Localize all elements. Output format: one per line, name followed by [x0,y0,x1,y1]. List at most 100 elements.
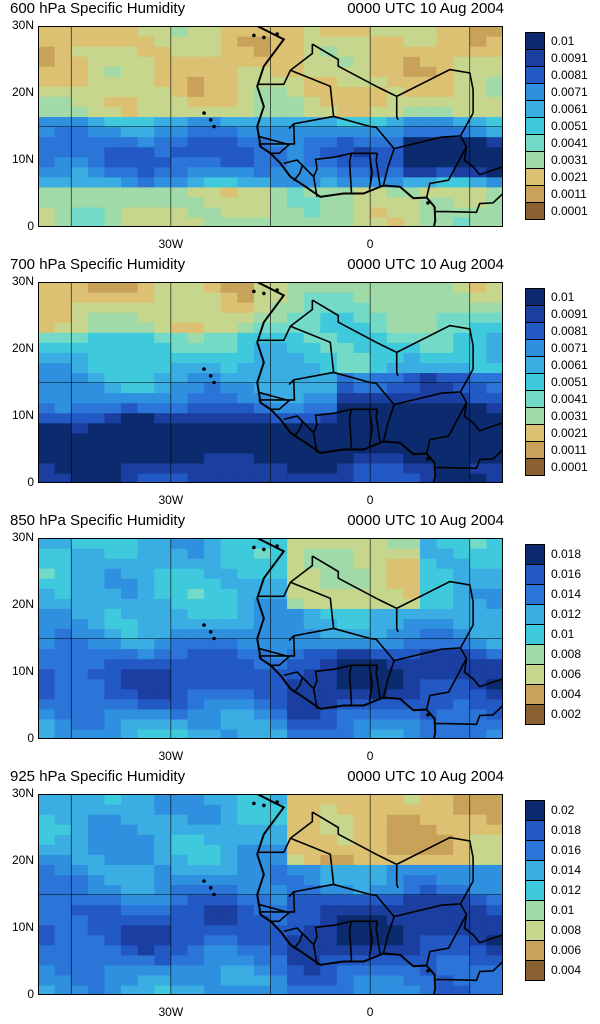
map-panel: 700 hPa Specific Humidity 0000 UTC 10 Aug… [0,256,600,512]
country-border [396,580,474,626]
colorbar-swatch [525,117,545,135]
colorbar-swatch [525,305,545,323]
lon-label: 0 [366,749,374,763]
colorbar-label: 0.01 [551,627,575,641]
island [262,547,266,552]
panel-title: 600 hPa Specific Humidity [10,0,186,17]
colorbar-swatch [525,49,545,67]
island [426,713,430,717]
colorbar-label: 0.004 [551,963,582,977]
humidity-map [38,538,503,739]
colorbar-swatch [525,407,545,425]
country-border [312,408,352,453]
humidity-map [38,794,503,995]
lat-label: 0 [27,731,34,745]
colorbar-label: 0.0061 [551,101,588,116]
colorbar-swatch [525,920,545,941]
lon-label: 30W [158,749,184,763]
country-border [348,920,378,962]
country-border [433,960,503,982]
country-border [433,704,503,726]
island [275,288,279,292]
country-border [459,903,503,944]
country-border [396,68,474,114]
colorbar-swatch [525,83,545,101]
country-border [333,115,395,150]
country-border [311,299,399,377]
colorbar-label: 0.0051 [551,374,588,389]
colorbar-swatch [525,840,545,861]
colorbar-label: 0.0071 [551,340,588,355]
country-border [368,409,373,446]
colorbar-label: 0.0061 [551,357,588,372]
country-border [425,402,468,454]
country-border [459,135,503,176]
country-border [312,664,352,709]
country-border [258,647,291,667]
country-border [348,408,378,450]
country-border [293,931,315,950]
colorbar-label: 0.0021 [551,425,588,440]
island [212,124,216,129]
lat-label: 30N [11,18,34,32]
island [426,457,430,461]
country-border [382,148,395,186]
country-border [348,152,378,194]
lat-label: 10N [11,152,34,166]
humidity-map [38,26,503,227]
island [212,380,216,385]
country-border [283,671,303,678]
lat-label: 20N [11,853,34,867]
colorbar-label: 0.006 [551,943,582,957]
country-border [258,891,296,913]
colorbar-swatch [525,900,545,921]
country-border [258,635,296,657]
country-border [433,192,503,214]
country-border [258,903,291,923]
map-frame [38,282,503,483]
map-svg [38,794,503,995]
island [252,801,256,806]
colorbar-label: 0.004 [551,687,582,701]
colorbar-swatch [525,584,545,605]
island [252,289,256,294]
lat-label: 20N [11,597,34,611]
colorbar-swatch [525,604,545,625]
country-border [396,324,474,370]
map-svg [38,538,503,739]
colorbar-label: 0.02 [551,803,575,817]
humidity-field [38,26,503,227]
colorbar-label: 0.016 [551,567,582,581]
colorbar-swatch [525,32,545,50]
colorbar-swatch [525,940,545,961]
lat-label: 20N [11,341,34,355]
lon-label: 0 [366,493,374,507]
colorbar-swatch [525,458,545,476]
country-border [459,391,503,432]
colorbar-swatch [525,564,545,585]
country-border [283,159,303,166]
colorbar-swatch [525,820,545,841]
colorbar-label: 0.0021 [551,169,588,184]
country-border [312,920,352,965]
map-panel: 600 hPa Specific Humidity 0000 UTC 10 Aug… [0,0,600,256]
colorbar-label: 0.0031 [551,408,588,423]
colorbar-label: 0.008 [551,647,582,661]
colorbar-swatch [525,322,545,340]
colorbar-label: 0.0011 [551,442,587,457]
country-border [393,368,474,406]
island [262,291,266,296]
island [202,111,206,115]
country-border [375,153,381,187]
colorbar-label: 0.006 [551,667,582,681]
lon-label: 30W [158,493,184,507]
country-border [348,664,378,706]
country-border [433,448,503,470]
colorbar-swatch [525,390,545,408]
panel-title: 850 hPa Specific Humidity [10,512,186,529]
island [208,886,213,890]
colorbar-swatch [525,202,545,220]
colorbar-swatch [525,544,545,565]
lat-label: 30N [11,530,34,544]
country-border [333,627,395,662]
